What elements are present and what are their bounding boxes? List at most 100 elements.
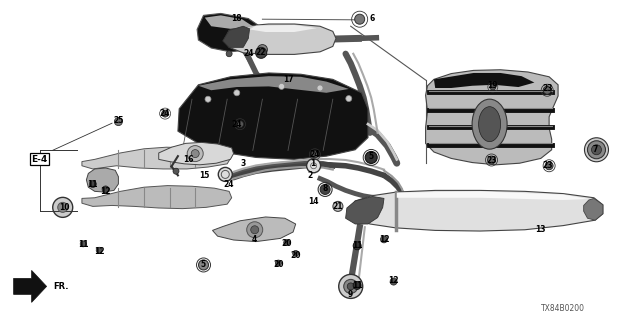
Circle shape bbox=[173, 168, 179, 174]
Polygon shape bbox=[205, 15, 253, 29]
Polygon shape bbox=[434, 73, 534, 88]
Polygon shape bbox=[159, 142, 234, 165]
Circle shape bbox=[251, 226, 259, 234]
Text: 8: 8 bbox=[323, 184, 328, 193]
Text: 10: 10 bbox=[59, 203, 69, 212]
Text: 23: 23 bbox=[486, 156, 497, 165]
Text: 3: 3 bbox=[241, 159, 246, 168]
Polygon shape bbox=[198, 76, 349, 93]
Text: E-4: E-4 bbox=[31, 155, 48, 164]
Polygon shape bbox=[426, 70, 558, 165]
Text: 24: 24 bbox=[310, 150, 320, 159]
Circle shape bbox=[90, 180, 96, 188]
Text: 24: 24 bbox=[224, 180, 234, 188]
Circle shape bbox=[198, 260, 209, 270]
Circle shape bbox=[543, 86, 551, 94]
Polygon shape bbox=[346, 196, 384, 224]
Text: 12: 12 bbox=[388, 276, 399, 285]
Text: 20: 20 bbox=[291, 251, 301, 260]
Text: 11: 11 bbox=[88, 180, 98, 189]
Circle shape bbox=[162, 110, 168, 117]
Ellipse shape bbox=[479, 107, 500, 142]
Text: 15: 15 bbox=[200, 171, 210, 180]
Polygon shape bbox=[82, 147, 230, 169]
Text: 19: 19 bbox=[488, 81, 498, 90]
Text: 1: 1 bbox=[310, 159, 315, 168]
Circle shape bbox=[115, 118, 122, 126]
Text: 7: 7 bbox=[593, 145, 598, 154]
Circle shape bbox=[58, 202, 68, 212]
Circle shape bbox=[234, 90, 240, 96]
Text: 6: 6 bbox=[370, 14, 375, 23]
Polygon shape bbox=[82, 186, 232, 209]
Polygon shape bbox=[250, 25, 317, 32]
Text: 12: 12 bbox=[100, 187, 111, 196]
Circle shape bbox=[257, 44, 268, 55]
Circle shape bbox=[490, 84, 496, 90]
Circle shape bbox=[344, 279, 358, 293]
Circle shape bbox=[390, 278, 397, 285]
Text: 11: 11 bbox=[78, 240, 88, 249]
Ellipse shape bbox=[472, 99, 507, 149]
Circle shape bbox=[226, 51, 232, 57]
Polygon shape bbox=[86, 168, 118, 192]
Text: TX84B0200: TX84B0200 bbox=[541, 304, 585, 313]
Circle shape bbox=[381, 236, 387, 243]
Circle shape bbox=[353, 282, 361, 289]
Circle shape bbox=[584, 138, 609, 162]
Circle shape bbox=[218, 167, 232, 181]
Circle shape bbox=[307, 159, 321, 173]
Polygon shape bbox=[178, 73, 368, 159]
Circle shape bbox=[102, 186, 109, 193]
Circle shape bbox=[339, 274, 363, 298]
Text: 20: 20 bbox=[274, 260, 284, 269]
Text: 22: 22 bbox=[256, 48, 266, 57]
Text: 24: 24 bbox=[243, 49, 253, 58]
Text: 20: 20 bbox=[282, 239, 292, 248]
Circle shape bbox=[348, 283, 354, 290]
Circle shape bbox=[365, 151, 377, 164]
Circle shape bbox=[333, 201, 343, 212]
Circle shape bbox=[292, 251, 299, 256]
Text: 12: 12 bbox=[94, 247, 104, 256]
Text: 14: 14 bbox=[308, 197, 319, 206]
Polygon shape bbox=[349, 190, 603, 231]
Circle shape bbox=[247, 222, 263, 238]
Text: 5: 5 bbox=[201, 260, 206, 269]
Text: 11: 11 bbox=[352, 241, 362, 250]
Circle shape bbox=[278, 84, 285, 89]
Circle shape bbox=[545, 162, 553, 170]
Text: 18: 18 bbox=[232, 14, 242, 23]
Circle shape bbox=[188, 146, 204, 162]
Circle shape bbox=[355, 14, 365, 24]
Text: 5: 5 bbox=[369, 152, 374, 161]
Text: 23: 23 bbox=[542, 84, 552, 93]
Circle shape bbox=[275, 260, 282, 266]
Circle shape bbox=[52, 197, 73, 217]
Polygon shape bbox=[197, 13, 261, 52]
Text: 16: 16 bbox=[184, 155, 194, 164]
Text: 2: 2 bbox=[307, 171, 312, 180]
Circle shape bbox=[191, 150, 199, 158]
Polygon shape bbox=[212, 217, 296, 242]
Circle shape bbox=[80, 241, 86, 247]
Circle shape bbox=[591, 145, 602, 155]
Text: 21: 21 bbox=[333, 202, 343, 211]
Circle shape bbox=[205, 96, 211, 102]
Text: 11: 11 bbox=[352, 281, 362, 290]
Text: 9: 9 bbox=[348, 290, 353, 299]
Text: 4: 4 bbox=[252, 235, 257, 244]
Circle shape bbox=[353, 242, 361, 250]
Polygon shape bbox=[13, 270, 47, 302]
Circle shape bbox=[320, 184, 330, 195]
Polygon shape bbox=[584, 198, 603, 220]
Circle shape bbox=[312, 151, 318, 158]
Circle shape bbox=[346, 96, 352, 101]
Text: 17: 17 bbox=[283, 75, 293, 84]
Text: 25: 25 bbox=[113, 116, 124, 125]
Polygon shape bbox=[397, 191, 589, 200]
Text: 12: 12 bbox=[379, 235, 389, 244]
Text: FR.: FR. bbox=[54, 282, 69, 291]
Text: 13: 13 bbox=[536, 225, 546, 234]
Polygon shape bbox=[223, 26, 250, 47]
